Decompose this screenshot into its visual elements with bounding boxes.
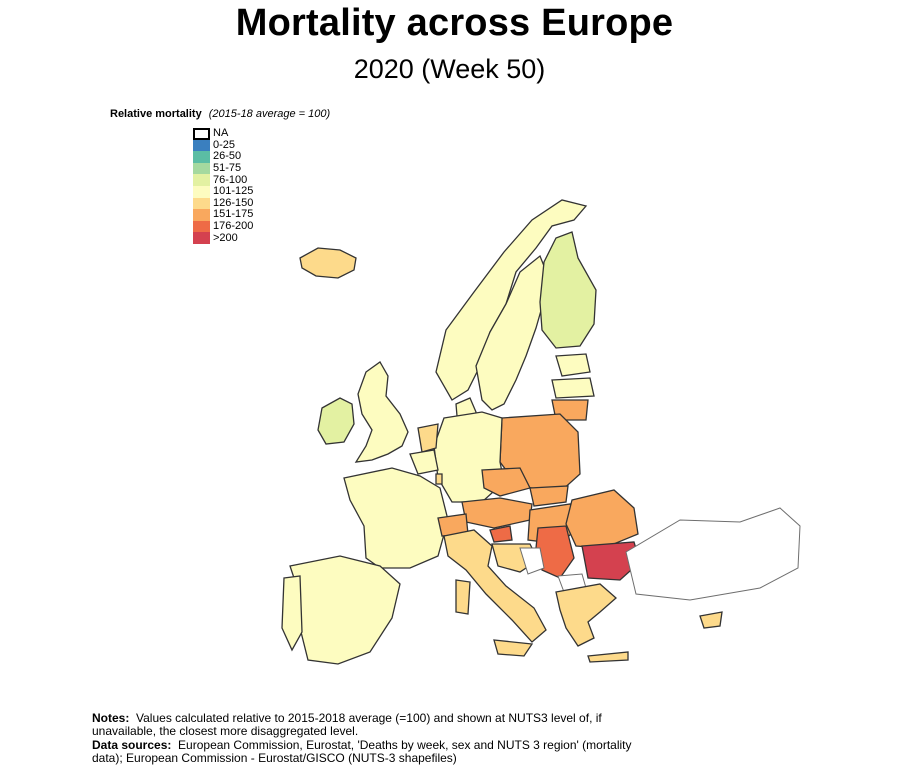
legend-item-51-75: 51-75 bbox=[193, 163, 253, 175]
legend-label: 76-100 bbox=[213, 173, 248, 186]
region-belgium bbox=[409, 449, 439, 475]
legend-label: 0-25 bbox=[213, 138, 236, 151]
legend-swatch bbox=[193, 220, 210, 233]
region-sardinia bbox=[455, 579, 471, 615]
legend-title-main: Relative mortality bbox=[110, 108, 202, 120]
legend-swatch bbox=[193, 128, 210, 140]
region-czechia bbox=[481, 467, 531, 497]
legend-item-76-100: 76-100 bbox=[193, 174, 253, 186]
legend-item-126-150: 126-150 bbox=[193, 196, 254, 210]
legend: NA 0-25 26-50 51-75 76-100 101-125 126-1… bbox=[193, 128, 253, 244]
legend-swatch bbox=[193, 151, 210, 163]
region-austria bbox=[461, 497, 533, 529]
legend-item-na: NA bbox=[193, 128, 253, 140]
region-norway bbox=[435, 199, 588, 401]
legend-label: 51-75 bbox=[213, 162, 242, 175]
map-title: Mortality across Europe bbox=[235, 2, 674, 44]
region-serbia bbox=[535, 525, 575, 579]
legend-item-26-50: 26-50 bbox=[193, 151, 253, 163]
legend-item-176-200: 176-200 bbox=[193, 221, 253, 233]
notes-label: Notes: bbox=[92, 711, 130, 725]
legend-item-over-200: >200 bbox=[193, 232, 253, 244]
region-latvia bbox=[551, 377, 595, 399]
legend-item-0-25: 0-25 bbox=[193, 138, 253, 152]
notes-text: Values calculated relative to 2015-2018 … bbox=[92, 711, 602, 739]
legend-swatch bbox=[193, 162, 210, 175]
region-united-kingdom bbox=[354, 361, 409, 463]
region-slovenia bbox=[489, 525, 513, 543]
legend-title-note: (2015-18 average = 100) bbox=[208, 108, 331, 120]
legend-label: 151-175 bbox=[213, 208, 254, 221]
legend-label: 176-200 bbox=[213, 220, 254, 233]
legend-swatch bbox=[193, 197, 210, 210]
region-finland bbox=[539, 231, 597, 349]
region-italy bbox=[443, 529, 547, 643]
legend-swatch bbox=[193, 139, 210, 152]
legend-label: 26-50 bbox=[213, 150, 242, 163]
region-ireland bbox=[317, 397, 355, 445]
region-netherlands bbox=[417, 423, 439, 453]
legend-item-101-125: 101-125 bbox=[193, 186, 253, 198]
legend-swatch bbox=[193, 185, 210, 198]
legend-label: >200 bbox=[213, 231, 238, 244]
notes-line: Notes: Values calculated relative to 201… bbox=[92, 711, 632, 739]
legend-title: Relative mortality (2015-18 average = 10… bbox=[110, 108, 330, 120]
legend-swatch bbox=[193, 174, 210, 186]
sources-label: Data sources: bbox=[92, 737, 172, 752]
region-cyprus bbox=[699, 611, 723, 629]
region-romania bbox=[565, 489, 639, 549]
region-luxembourg bbox=[435, 473, 443, 485]
legend-swatch bbox=[193, 232, 210, 244]
legend-label: NA bbox=[213, 127, 229, 140]
region-greece bbox=[555, 583, 617, 647]
sources-text: European Commission, Eurostat, 'Deaths b… bbox=[92, 737, 632, 766]
region-bulgaria bbox=[581, 541, 641, 581]
region-sicily bbox=[493, 639, 534, 657]
region-portugal bbox=[281, 575, 303, 652]
legend-label: 126-150 bbox=[213, 196, 254, 209]
region-crete bbox=[587, 651, 629, 663]
legend-label: 101-125 bbox=[213, 185, 254, 198]
region-estonia bbox=[555, 353, 591, 377]
legend-item-151-175: 151-175 bbox=[193, 209, 253, 221]
region-spain bbox=[289, 555, 401, 665]
region-turkey bbox=[625, 507, 801, 601]
region-france bbox=[343, 467, 449, 569]
region-slovakia bbox=[529, 485, 569, 507]
region-bosnia-and-herzegovina bbox=[519, 547, 545, 575]
map-subtitle: 2020 (Week 50) bbox=[353, 54, 546, 84]
sources-line: Data sources: European Commission, Euros… bbox=[92, 737, 632, 766]
notes-block: Notes: Values calculated relative to 201… bbox=[92, 711, 632, 766]
legend-swatch bbox=[193, 209, 210, 221]
region-iceland bbox=[299, 247, 357, 279]
